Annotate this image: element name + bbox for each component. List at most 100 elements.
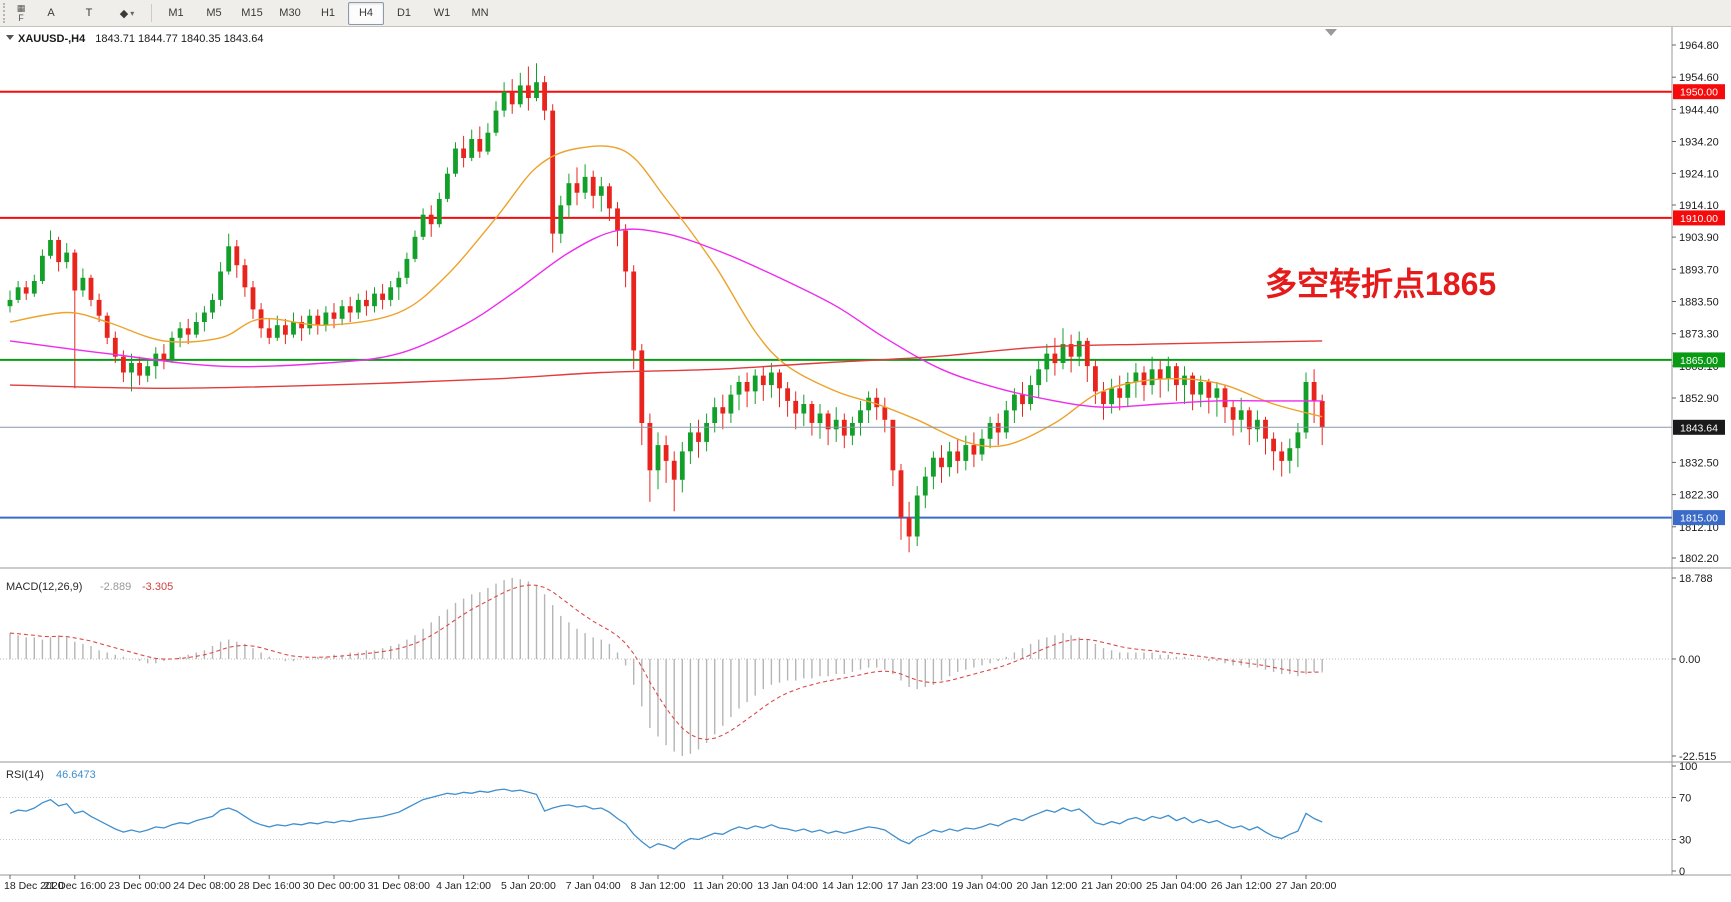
candle-body (1028, 385, 1033, 404)
candle-body (647, 423, 653, 471)
candle-body (477, 139, 483, 152)
candle-body (769, 372, 774, 386)
candle-body (550, 110, 556, 234)
candle-body (185, 328, 191, 335)
candle-body (744, 382, 750, 392)
candle-body (96, 299, 102, 316)
timeframe-button-m5[interactable]: M5 (206, 7, 222, 19)
symbol-collapse-icon[interactable] (6, 35, 14, 40)
candle-body (1157, 369, 1163, 379)
candle-body (226, 246, 232, 272)
price-badge-1865.00 (1673, 352, 1725, 368)
candle-body (380, 293, 385, 300)
candle-body (1020, 394, 1025, 405)
time-tick-label: 28 Dec 16:00 (238, 880, 301, 892)
chart-area[interactable]: 多空转折点1865 XAUUSD-,H4 1843.71 1844.77 1840.… (0, 27, 1731, 902)
toolbar: ▦ F A T ◆ ▾ M1 M5 M15 M30 H1 H4 D1 W1 MN (0, 0, 1731, 27)
candle-body (696, 432, 701, 442)
candle-body (558, 205, 564, 234)
time-tick-label: 14 Jan 12:00 (822, 880, 883, 892)
candle-body (1190, 375, 1195, 395)
candle-body (7, 299, 13, 307)
charts-grid-icon[interactable]: ▦ (16, 3, 26, 13)
timeframe-button-m30[interactable]: M30 (279, 7, 301, 19)
price-badge-label: 1843.64 (1680, 422, 1718, 434)
candle-body (1084, 340, 1090, 367)
candle-body (971, 445, 977, 455)
candle-body (1238, 410, 1244, 420)
candle-body (323, 312, 329, 326)
candle-body (955, 451, 961, 461)
timeframe-button-mn[interactable]: MN (471, 7, 489, 19)
time-tick-label: 19 Jan 04:00 (952, 880, 1013, 892)
timeframe-button-h4[interactable]: H4 (348, 1, 384, 25)
rsi-axis-label: 100 (1679, 761, 1697, 773)
candle-body (404, 258, 410, 278)
candle-body (1182, 375, 1187, 386)
macd-signal-line (9, 584, 1323, 741)
candle-body (712, 407, 718, 423)
candle-body (688, 432, 693, 452)
candle-body (1068, 344, 1074, 357)
candle-body (801, 404, 807, 414)
candle-body (1149, 369, 1155, 386)
candle-body (655, 445, 661, 471)
macd-axis-label: 18.788 (1679, 573, 1713, 585)
candle-body (129, 363, 134, 373)
moving-averages (9, 145, 1323, 448)
price-tick-label: 1964.80 (1679, 40, 1719, 52)
timeframe-button-h1[interactable]: H1 (320, 7, 336, 19)
toolbar-drag-handle-icon[interactable] (3, 3, 11, 23)
candle-body (517, 85, 523, 105)
candle-body (145, 366, 151, 376)
time-tick-label: 21 Dec 16:00 (44, 880, 107, 892)
candle-body (420, 214, 426, 237)
candle-body (48, 240, 53, 256)
candle-body (88, 277, 94, 300)
price-tick-label: 1883.50 (1679, 297, 1719, 309)
candle-body (242, 265, 248, 288)
time-tick-label: 5 Jan 20:00 (501, 880, 556, 892)
candle-body (388, 287, 394, 300)
price-tick-label: 1873.30 (1679, 329, 1719, 341)
candle-body (169, 337, 175, 360)
candle-body (987, 423, 993, 439)
fast-nav-icon[interactable]: F (18, 13, 24, 23)
price-badge-1910.00 (1673, 210, 1725, 226)
text-tool-button[interactable]: T (71, 2, 107, 25)
candle-body (809, 404, 815, 423)
timeframe-button-m15[interactable]: M15 (241, 7, 263, 19)
candle-body (364, 299, 369, 307)
candle-body (283, 325, 288, 335)
price-tick-label: 1924.10 (1679, 168, 1719, 180)
timeframe-button-w1[interactable]: W1 (433, 7, 451, 19)
macd-histogram (9, 577, 1323, 756)
candle-body (931, 457, 936, 477)
chart-canvas[interactable]: 多空转折点1865 XAUUSD-,H4 1843.71 1844.77 1840.… (0, 27, 1731, 897)
candle-body (817, 413, 823, 423)
time-tick-label: 23 Dec 00:00 (108, 880, 171, 892)
candle-body (1165, 366, 1171, 379)
candle-body (777, 372, 782, 389)
timeframe-button-d1[interactable]: D1 (396, 7, 412, 19)
price-tick-label: 1934.20 (1679, 137, 1719, 149)
shapes-tool-button[interactable]: ◆ ▾ (109, 2, 145, 25)
candle-body (112, 337, 118, 357)
price-axis[interactable]: 1964.80 1954.60 1944.40 1934.20 1924.10 1914.… (1671, 27, 1719, 875)
candle-body (15, 287, 21, 300)
cursor-tool-button[interactable]: A (33, 2, 69, 25)
macd-axis-label: -22.515 (1679, 751, 1716, 763)
candles (7, 63, 1325, 553)
candle-body (663, 445, 669, 461)
candle-body (56, 240, 61, 263)
price-tick-label: 1944.40 (1679, 104, 1719, 116)
candle-body (1133, 372, 1139, 382)
timeframe-button-m1[interactable]: M1 (168, 7, 184, 19)
time-tick-label: 26 Jan 12:00 (1211, 880, 1272, 892)
candle-body (1093, 366, 1098, 392)
rsi-line (9, 788, 1323, 850)
candle-body (177, 328, 183, 338)
candle-body (355, 299, 361, 313)
price-tick-label: 1903.90 (1679, 232, 1719, 244)
